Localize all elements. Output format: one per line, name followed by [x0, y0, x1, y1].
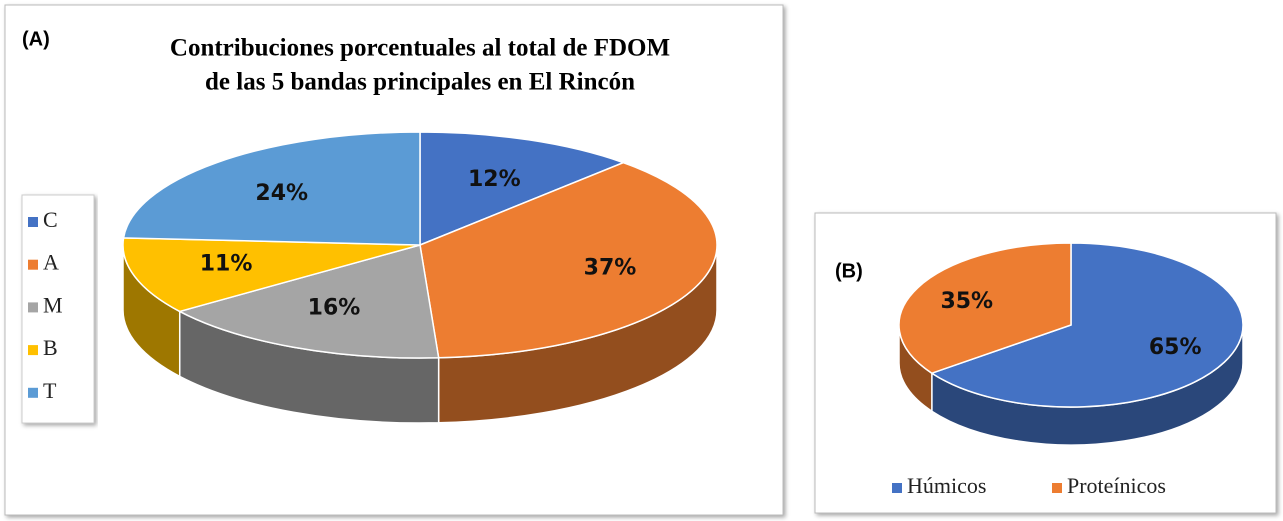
legend-label: B	[43, 335, 58, 360]
slice	[419, 131, 626, 247]
data-label: 24%	[255, 181, 308, 206]
legend-swatch	[892, 483, 902, 493]
legend-label: A	[43, 250, 59, 275]
legend-label: Húmicos	[907, 473, 986, 498]
slice	[930, 242, 1244, 408]
legend-label: T	[43, 378, 57, 403]
legend-swatch	[28, 217, 38, 227]
legend-swatch	[28, 387, 38, 398]
legend-label: C	[43, 207, 58, 232]
legend-label: Proteínicos	[1067, 473, 1166, 498]
data-label: 11%	[200, 252, 253, 277]
legend-swatch	[28, 345, 38, 356]
data-label: 35%	[940, 289, 993, 314]
slice	[122, 237, 421, 313]
data-label: 65%	[1149, 335, 1202, 360]
slice	[419, 161, 718, 359]
slice	[898, 242, 1072, 375]
chart-title: de las 5 bandas principales en El Rincón	[205, 69, 635, 96]
data-label: 12%	[468, 167, 521, 192]
data-label: 16%	[308, 295, 361, 320]
legend-swatch	[1052, 483, 1062, 493]
legend-label: M	[43, 292, 63, 317]
data-label: 37%	[584, 256, 637, 281]
panel-label: (B)	[835, 260, 863, 282]
panel-label: (A)	[22, 28, 50, 50]
slice	[122, 131, 421, 246]
chart-title: Contribuciones porcentuales al total de …	[170, 35, 670, 62]
slice	[177, 244, 440, 359]
legend-swatch	[28, 302, 38, 313]
legend-swatch	[28, 259, 38, 270]
